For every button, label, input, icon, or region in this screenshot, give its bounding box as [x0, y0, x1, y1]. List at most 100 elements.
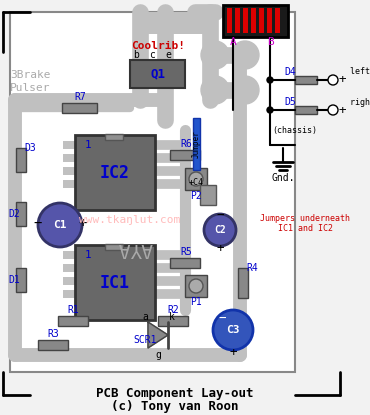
Text: D4: D4	[284, 67, 296, 77]
Circle shape	[189, 279, 203, 293]
Circle shape	[267, 107, 273, 113]
Circle shape	[328, 105, 338, 115]
Circle shape	[189, 172, 203, 186]
Text: C1: C1	[53, 220, 67, 230]
Text: k: k	[169, 312, 175, 322]
Bar	[105, 244, 123, 250]
Bar	[158, 316, 188, 326]
Circle shape	[201, 41, 229, 69]
Bar	[16, 268, 26, 292]
Text: PCB Component Lay-out: PCB Component Lay-out	[96, 386, 254, 400]
Text: B: B	[267, 37, 273, 47]
Bar	[223, 5, 288, 37]
Bar	[227, 8, 232, 33]
Text: IC1 and IC2: IC1 and IC2	[278, 224, 333, 232]
Text: Jumpers underneath: Jumpers underneath	[260, 213, 350, 222]
Bar	[62, 103, 97, 113]
Circle shape	[213, 310, 253, 350]
Text: +: +	[338, 103, 346, 117]
Bar	[251, 8, 256, 33]
Bar	[105, 134, 123, 140]
Bar	[155, 154, 167, 162]
Text: right brake light: right brake light	[350, 98, 370, 107]
Bar	[155, 180, 167, 188]
Text: IC2: IC2	[100, 164, 130, 182]
Text: IC1: IC1	[100, 274, 130, 292]
Text: Q1: Q1	[151, 68, 165, 81]
Circle shape	[201, 76, 229, 104]
Bar	[238, 268, 248, 298]
Text: R5: R5	[180, 247, 192, 257]
Bar	[267, 8, 272, 33]
Bar	[63, 290, 75, 298]
Text: Jumper: Jumper	[192, 130, 201, 158]
Text: +: +	[229, 346, 237, 359]
Bar	[155, 251, 167, 259]
Text: R4: R4	[246, 263, 258, 273]
Text: C3: C3	[226, 325, 240, 335]
Text: R7: R7	[74, 92, 86, 102]
Text: g: g	[155, 350, 161, 360]
Bar	[275, 8, 280, 33]
Bar	[140, 12, 215, 34]
Bar	[130, 60, 185, 88]
Text: R3: R3	[47, 329, 59, 339]
Text: P1: P1	[190, 297, 202, 307]
Text: AYA: AYA	[117, 239, 153, 257]
Bar	[170, 150, 200, 160]
Bar	[185, 168, 207, 190]
Bar	[63, 277, 75, 285]
Bar	[10, 12, 295, 372]
Text: left brake light: left brake light	[350, 68, 370, 76]
Bar	[63, 141, 75, 149]
Circle shape	[38, 203, 82, 247]
Bar	[38, 340, 68, 350]
Text: −: −	[34, 216, 42, 230]
Text: D5: D5	[284, 97, 296, 107]
Text: (c) Tony van Roon: (c) Tony van Roon	[111, 400, 239, 413]
Text: D1: D1	[8, 275, 20, 285]
Bar	[295, 76, 317, 84]
Text: R2: R2	[167, 305, 179, 315]
Circle shape	[231, 41, 259, 69]
Text: D2: D2	[8, 209, 20, 219]
Text: R1: R1	[67, 305, 79, 315]
Text: (chassis): (chassis)	[272, 125, 317, 134]
Text: −: −	[218, 312, 226, 325]
Text: b: b	[133, 50, 139, 60]
Text: Coolrib!: Coolrib!	[131, 41, 185, 51]
Bar	[16, 148, 26, 172]
Bar	[16, 202, 26, 226]
Text: www.tkaŋlut.com: www.tkaŋlut.com	[80, 215, 181, 225]
Bar	[155, 141, 167, 149]
Text: SCR1: SCR1	[133, 335, 157, 345]
Bar	[75, 245, 155, 320]
Circle shape	[231, 76, 259, 104]
Bar	[155, 167, 167, 175]
Circle shape	[204, 214, 236, 246]
Bar	[155, 264, 167, 272]
Text: a: a	[142, 312, 148, 322]
Bar	[58, 316, 88, 326]
Text: +C4: +C4	[188, 178, 204, 186]
Bar	[259, 8, 264, 33]
Bar	[155, 277, 167, 285]
Bar	[63, 154, 75, 162]
Text: Pulser: Pulser	[10, 83, 50, 93]
Bar	[63, 264, 75, 272]
Text: 1: 1	[85, 140, 91, 150]
Text: C2: C2	[214, 225, 226, 235]
Bar	[200, 185, 216, 205]
Bar	[193, 118, 200, 170]
Bar	[243, 8, 248, 33]
Text: P2: P2	[190, 191, 202, 201]
Text: Gnd.: Gnd.	[271, 173, 295, 183]
Circle shape	[328, 75, 338, 85]
Bar	[295, 106, 317, 114]
Bar	[170, 258, 200, 268]
Text: +: +	[338, 73, 346, 86]
Text: e: e	[165, 50, 171, 60]
Bar	[63, 180, 75, 188]
Text: 3Brake: 3Brake	[10, 70, 50, 80]
Text: D3: D3	[24, 143, 36, 153]
